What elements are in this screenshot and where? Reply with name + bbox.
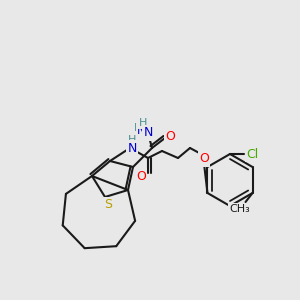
- Text: N: N: [143, 127, 153, 140]
- Text: N: N: [127, 142, 137, 154]
- Text: O: O: [136, 169, 146, 182]
- Text: S: S: [104, 199, 112, 212]
- Text: Cl: Cl: [246, 148, 258, 160]
- Text: H: H: [134, 123, 142, 133]
- Text: NH: NH: [137, 124, 155, 137]
- Text: CH₃: CH₃: [229, 204, 250, 214]
- Text: H: H: [139, 118, 147, 128]
- Text: H: H: [128, 135, 136, 145]
- Text: O: O: [165, 130, 175, 142]
- Text: O: O: [199, 152, 209, 166]
